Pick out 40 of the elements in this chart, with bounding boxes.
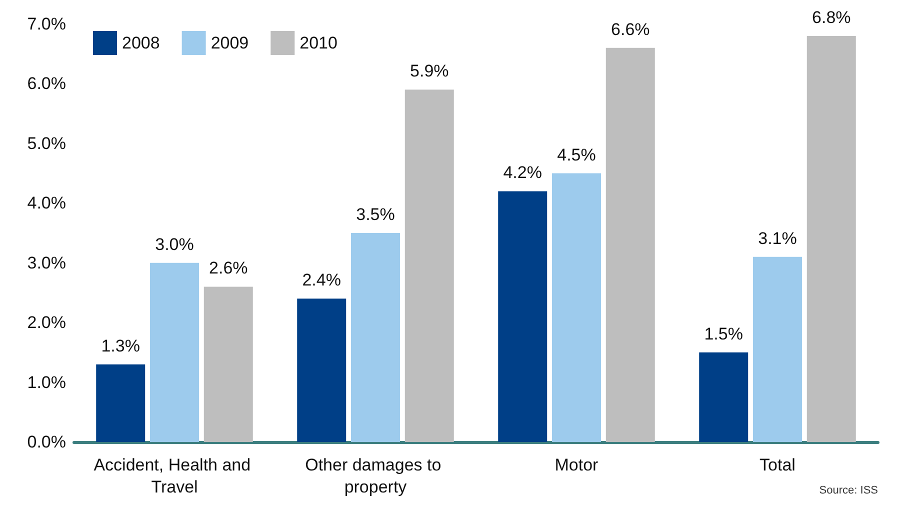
y-tick-label: 5.0% — [27, 134, 66, 153]
x-tick-label: Motor — [554, 456, 599, 474]
data-label: 6.8% — [812, 8, 851, 27]
y-tick-label: 1.0% — [27, 372, 66, 392]
y-tick-label: 2.0% — [27, 313, 66, 332]
bar — [204, 286, 253, 442]
x-tick-label: Total — [760, 456, 796, 474]
bar — [150, 262, 199, 442]
y-tick-label: 0.0% — [27, 432, 66, 452]
legend-label: 2009 — [210, 34, 249, 52]
bar — [404, 90, 454, 442]
data-label: 3.1% — [758, 228, 797, 248]
bar — [351, 233, 400, 442]
bar — [606, 48, 655, 442]
data-label: 1.5% — [704, 324, 743, 344]
y-tick-label: 4.0% — [27, 194, 66, 213]
bar — [297, 298, 346, 442]
data-label: 2.4% — [302, 270, 341, 290]
source-note: Source: ISS — [819, 484, 878, 496]
y-tick-label: 3.0% — [27, 253, 66, 272]
bar — [699, 352, 748, 442]
x-tick-label: Accident, Health and Travel — [94, 456, 256, 496]
data-label: 2.6% — [209, 258, 248, 278]
bar — [806, 36, 856, 442]
y-tick-label: 7.0% — [27, 14, 66, 34]
data-label: 3.0% — [155, 234, 194, 254]
bar — [96, 364, 146, 442]
x-tick-label: Other damages to property — [305, 456, 446, 496]
data-label: 4.2% — [503, 163, 542, 182]
legend-label: 2008 — [122, 34, 160, 52]
data-label: 1.3% — [101, 336, 140, 356]
bar — [498, 191, 548, 442]
y-tick-label: 6.0% — [27, 74, 66, 94]
bar — [552, 173, 601, 442]
data-label: 6.6% — [611, 20, 650, 39]
bar — [753, 256, 802, 442]
data-label: 3.5% — [356, 205, 395, 224]
legend-label: 2010 — [300, 34, 338, 52]
data-label: 5.9% — [410, 62, 449, 81]
data-label: 4.5% — [557, 145, 596, 164]
